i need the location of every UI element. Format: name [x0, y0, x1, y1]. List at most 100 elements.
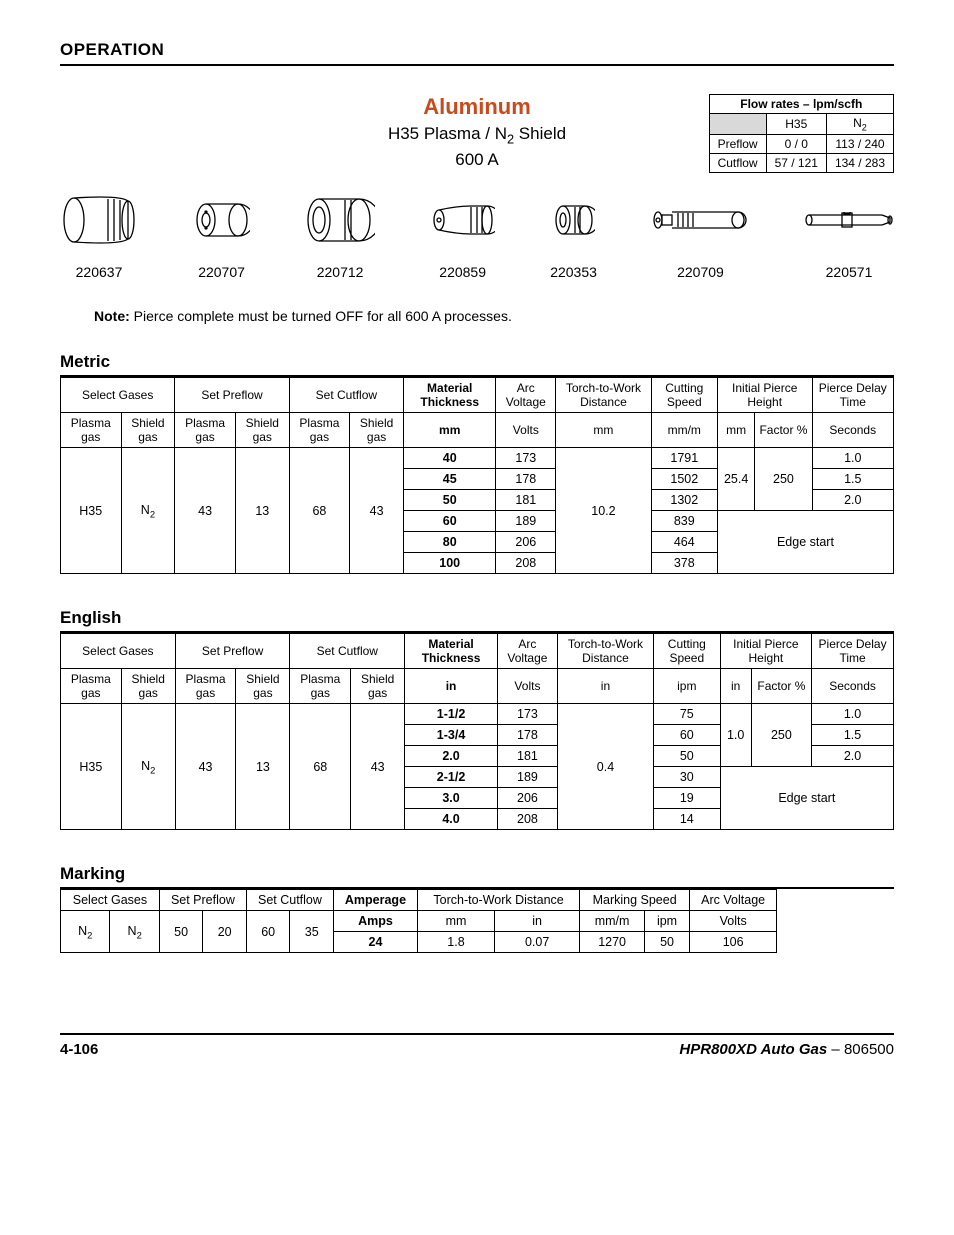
col-set-cutflow: Set Cutflow — [289, 378, 403, 413]
sub-shield-gas: Shield gas — [235, 413, 289, 448]
col-torch-to-work: Torch-to-Work Distance — [417, 890, 579, 911]
flow-rates-table: Flow rates – lpm/scfh H35 N2 Preflow 0 /… — [709, 94, 894, 173]
cell-thickness: 4.0 — [405, 809, 498, 830]
part-number: 220709 — [677, 264, 724, 280]
cell: 43 — [351, 704, 405, 830]
sub-in: in — [557, 669, 653, 704]
electrode-icon — [652, 190, 748, 250]
col-initial-pierce-height: Initial Pierce Height — [720, 634, 812, 669]
cell: 2.0 — [812, 490, 893, 511]
sub-plasma-gas: Plasma gas — [289, 413, 350, 448]
cell-thickness: 2.0 — [405, 746, 498, 767]
col-set-preflow: Set Preflow — [175, 378, 289, 413]
cell: 173 — [497, 704, 557, 725]
flow-cell: 57 / 121 — [766, 154, 826, 173]
cell-t2w: 10.2 — [556, 448, 651, 574]
sub-factor: Factor % — [755, 413, 812, 448]
sub-shield-gas: Shield gas — [236, 669, 290, 704]
col-select-gases: Select Gases — [61, 890, 160, 911]
sub-shield-gas: Shield gas — [351, 669, 405, 704]
cell: 1302 — [651, 490, 717, 511]
col-cutting-speed: Cutting Speed — [654, 634, 721, 669]
sub-mmm: mm/m — [580, 911, 645, 932]
cell: 106 — [690, 932, 777, 953]
col-material-thickness: Material Thickness — [405, 634, 498, 669]
col-set-cutflow: Set Cutflow — [290, 634, 405, 669]
sub-2: 2 — [507, 131, 514, 146]
col-set-preflow: Set Preflow — [175, 634, 290, 669]
part-number: 220712 — [317, 264, 364, 280]
col-pierce-delay: Pierce Delay Time — [812, 634, 894, 669]
section-title: OPERATION — [60, 40, 164, 59]
cell-plasma: N2 — [61, 911, 110, 953]
flow-blank — [709, 114, 766, 135]
col-arc-voltage: Arc Voltage — [690, 890, 777, 911]
cell-shield: N2 — [121, 448, 175, 574]
cell-plasma: H35 — [61, 448, 122, 574]
part: 220709 — [652, 190, 748, 280]
cell: 50 — [159, 911, 203, 953]
col-pierce-delay: Pierce Delay Time — [812, 378, 893, 413]
cell: 68 — [290, 704, 351, 830]
part: 220571 — [804, 190, 894, 280]
cell-plasma: H35 — [61, 704, 122, 830]
gas-suffix: Shield — [514, 124, 566, 143]
cell: 1791 — [651, 448, 717, 469]
flow-row-label: Preflow — [709, 135, 766, 154]
col-arc-voltage: Arc Voltage — [496, 378, 556, 413]
cell: 0.07 — [495, 932, 580, 953]
nozzle-icon — [431, 190, 495, 250]
col-amperage: Amperage — [334, 890, 418, 911]
cell: 208 — [497, 809, 557, 830]
cell-t2w: 0.4 — [557, 704, 653, 830]
cell-thickness: 2-1/2 — [405, 767, 498, 788]
cell-thickness: 3.0 — [405, 788, 498, 809]
sub-volts: Volts — [497, 669, 557, 704]
sub-mm: mm — [417, 911, 494, 932]
sub-seconds: Seconds — [812, 669, 894, 704]
sub-mm: mm — [404, 413, 496, 448]
sub-plasma-gas: Plasma gas — [61, 413, 122, 448]
col-set-cutflow: Set Cutflow — [246, 890, 333, 911]
page-footer: 4-106 HPR800XD Auto Gas – 806500 — [60, 1033, 894, 1058]
cell: 1.8 — [417, 932, 494, 953]
gas-prefix: H35 Plasma / N — [388, 124, 507, 143]
cell: 60 — [246, 911, 290, 953]
sub-seconds: Seconds — [812, 413, 893, 448]
sub-shield-gas: Shield gas — [121, 669, 175, 704]
cell: 30 — [654, 767, 721, 788]
shield-icon — [194, 190, 250, 250]
footer-sep: – — [827, 1041, 844, 1058]
sub-shield-gas: Shield gas — [350, 413, 404, 448]
cell-edge-start: Edge start — [717, 511, 893, 574]
cell: 181 — [497, 746, 557, 767]
retaining-cap-icon — [305, 190, 375, 250]
sub-in: in — [720, 669, 751, 704]
sub-mm: mm — [717, 413, 754, 448]
sub-ipm: ipm — [645, 911, 690, 932]
part-number: 220707 — [198, 264, 245, 280]
shield-cap-icon — [60, 190, 138, 250]
cell: 189 — [496, 511, 556, 532]
part: 220353 — [550, 190, 597, 280]
cell: 2.0 — [812, 746, 894, 767]
col-set-preflow: Set Preflow — [159, 890, 246, 911]
cell: 1502 — [651, 469, 717, 490]
cutchart-header: Aluminum H35 Plasma / N2 Shield 600 A Fl… — [60, 94, 894, 170]
cell: 206 — [497, 788, 557, 809]
sub-in: in — [405, 669, 498, 704]
cell: 378 — [651, 553, 717, 574]
cell: 50 — [654, 746, 721, 767]
marking-heading: Marking — [60, 864, 894, 889]
cell: 189 — [497, 767, 557, 788]
part-number: 220637 — [76, 264, 123, 280]
cell: 839 — [651, 511, 717, 532]
water-tube-icon — [804, 190, 894, 250]
page-number: 4-106 — [60, 1041, 98, 1058]
cell: 43 — [175, 448, 236, 574]
note-text: Pierce complete must be turned OFF for a… — [130, 308, 512, 324]
cell: 1.0 — [812, 704, 894, 725]
cell: 250 — [755, 448, 812, 511]
cell-thickness: 60 — [404, 511, 496, 532]
swirl-ring-icon — [553, 190, 595, 250]
